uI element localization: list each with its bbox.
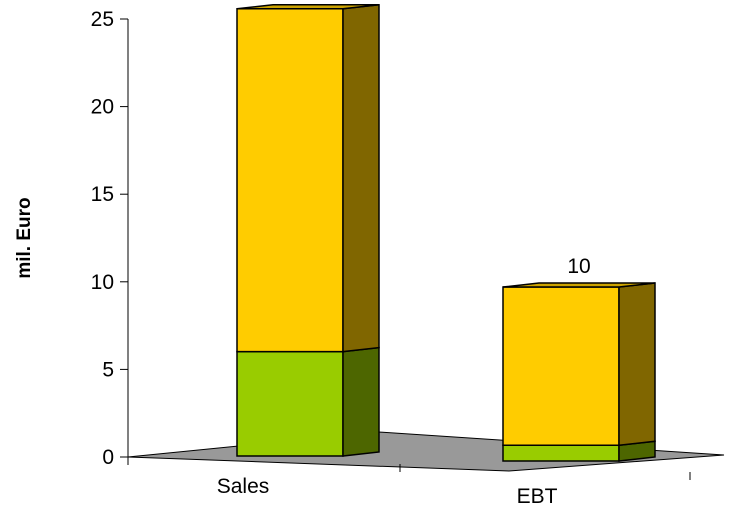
y-tick-label: 20 (91, 96, 114, 119)
y-tick-label: 25 (91, 8, 114, 31)
bar-segment (236, 350, 344, 457)
bar-segment (502, 444, 620, 462)
bar-side (342, 3, 380, 353)
y-tick-label: 10 (91, 271, 114, 294)
bar-top (502, 282, 656, 288)
category-label: Sales (217, 475, 270, 498)
bar-segment (236, 8, 344, 353)
bar-side (342, 346, 380, 457)
y-tick-label: 15 (91, 183, 114, 206)
bar-top (236, 4, 380, 10)
bar-side (618, 282, 656, 447)
data-label: 10 (567, 255, 590, 278)
category-label: EBT (517, 485, 558, 508)
y-axis-label: mil. Euro (14, 197, 35, 278)
y-tick-label: 0 (102, 446, 114, 469)
y-tick-label: 5 (102, 358, 114, 381)
bar-segment (502, 286, 620, 447)
